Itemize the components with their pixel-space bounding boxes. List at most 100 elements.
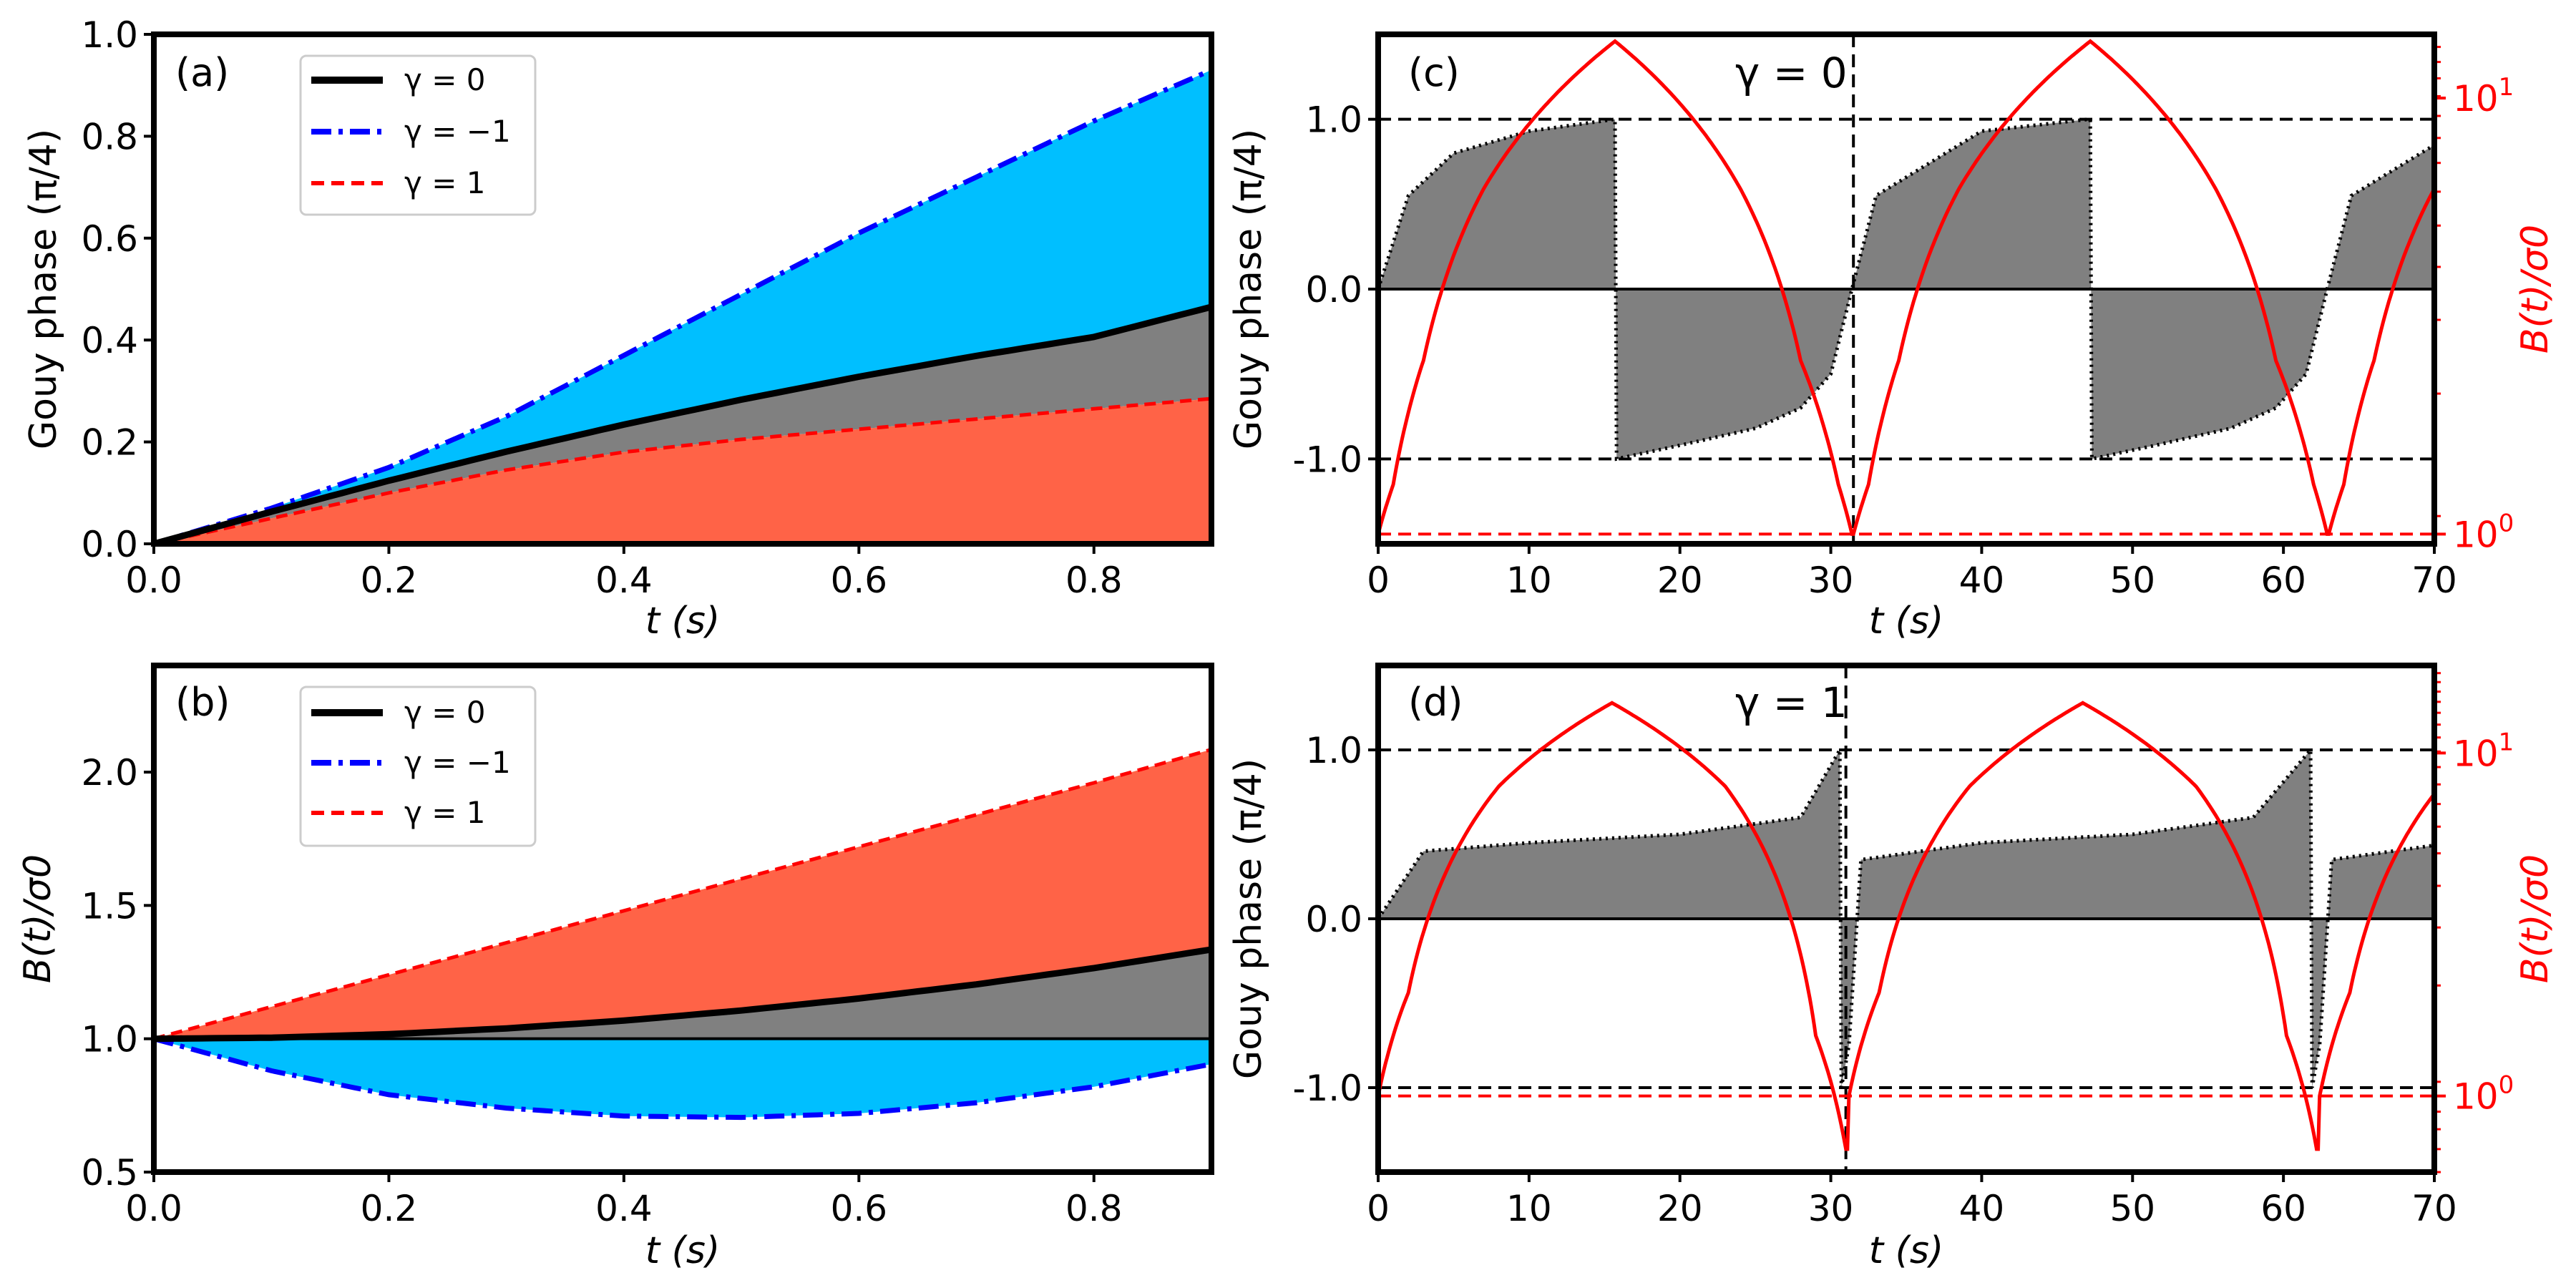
panel-a-xtick-label: 0.0 — [125, 560, 182, 601]
panel-a-line-gamma1 — [153, 396, 1212, 546]
panel-a-xtick-label: 0.6 — [831, 560, 888, 601]
panel-c-annotation: γ = 0 — [1735, 49, 1848, 97]
panel-a-legend: γ = 0 γ = −1 γ = 1 — [299, 54, 537, 216]
panel-a-line-gamma0 — [152, 303, 1213, 547]
panel-b-xtick-label: 0.0 — [125, 1188, 182, 1229]
panel-a-line-gammaneg1 — [152, 67, 1213, 547]
panel-d-b-curve — [1376, 701, 2436, 1151]
panel-b-line-gamma0 — [153, 946, 1212, 1043]
panel-d-xlabel: t (s) — [1869, 1229, 1944, 1272]
panel-c-xtick-label: 40 — [1959, 560, 2005, 601]
panel-d-xtick-label: 60 — [2260, 1188, 2306, 1229]
panel-a-xlabel: t (s) — [645, 600, 721, 643]
panel-b-chart: 0.0 0.2 0.4 0.6 0.8 0.5 1.0 1.5 2.0 — [81, 747, 1212, 1229]
panel-b-ytick-label: 1.0 — [81, 1019, 138, 1060]
panel-a-ytick-label: 0.6 — [81, 218, 138, 260]
panel-b-xtick-label: 0.2 — [361, 1188, 418, 1229]
panel-d-y2tick-label: 100 — [2453, 1071, 2514, 1118]
panel-d-xtick-label: 0 — [1367, 1188, 1390, 1229]
panel-c-xtick-label: 0 — [1367, 560, 1390, 601]
panel-b-xtick-label: 0.8 — [1065, 1188, 1123, 1229]
panel-b-line-gammaneg1 — [153, 1036, 1212, 1121]
panel-c-xtick-label: 60 — [2260, 560, 2306, 601]
panel-a-legend-box — [299, 54, 537, 216]
panel-c-y2label: B(t)/σ0 — [2514, 225, 2557, 353]
panel-d-xtick-label: 70 — [2411, 1188, 2457, 1229]
panel-b-label: (b) — [175, 680, 230, 725]
panel-a-legend-label-gamma0: γ = 0 — [404, 62, 485, 97]
panel-c-y2tick-exponent: 1 — [2499, 73, 2514, 102]
panel-d-annotation: γ = 1 — [1735, 678, 1848, 727]
panel-b-legend-label-gammaneg1: γ = −1 — [404, 745, 511, 780]
panel-d-frame-group: (d) γ = 1 t (s) Gouy phase (π/4) B(t)/σ0 — [1227, 663, 2557, 1272]
panel-a-label: (a) — [175, 50, 229, 95]
panel-a-ytick-label: 1.0 — [81, 14, 138, 56]
panel-a-frame-group: (a) t (s) Gouy phase (π/4) γ = 0 γ = −1 … — [22, 31, 1214, 643]
panel-c-frame-group: (c) γ = 0 t (s) Gouy phase (π/4) B(t)/σ0 — [1227, 31, 2557, 643]
panel-c-xtick-label: 50 — [2109, 560, 2155, 601]
panel-c-xtick-label: 70 — [2411, 560, 2457, 601]
panel-a-ytick-label: 0.4 — [81, 320, 138, 361]
panel-c-y2tick-exponent: 0 — [2499, 509, 2514, 537]
panel-a-ylabel: Gouy phase (π/4) — [22, 129, 65, 449]
panel-a-xtick-label: 0.8 — [1065, 560, 1123, 601]
panel-b-fill-gamma1 — [154, 749, 1211, 1039]
panel-a-xtick-label: 0.2 — [361, 560, 418, 601]
panel-c-gouy-line — [1376, 117, 2436, 462]
panel-c-frame — [1375, 31, 2437, 547]
panel-d-xtick-label: 30 — [1808, 1188, 1854, 1229]
panel-d-ytick-label: 0.0 — [1305, 899, 1362, 940]
panel-c-ytick-label: 1.0 — [1305, 99, 1362, 141]
panel-a-ytick-label: 0.0 — [81, 524, 138, 565]
panel-b-ytick-label: 2.0 — [81, 752, 138, 794]
panel-d-ytick-label: -1.0 — [1292, 1068, 1362, 1109]
panel-a-xtick-label: 0.4 — [595, 560, 653, 601]
panel-d-y2label: B(t)/σ0 — [2514, 854, 2557, 983]
panel-d-gouy-line — [1376, 743, 2435, 1088]
panel-d-xtick-label: 20 — [1657, 1188, 1703, 1229]
panel-c-ytick-label: 0.0 — [1305, 269, 1362, 311]
panel-a-legend-label-gammaneg1: γ = −1 — [404, 114, 511, 149]
panel-c-b-curve — [1376, 39, 2436, 536]
panel-c-xtick-label: 10 — [1506, 560, 1552, 601]
panel-a-legend-label-gamma1: γ = 1 — [404, 165, 485, 200]
panel-a-frame — [151, 31, 1214, 547]
panel-d-xtick-label: 10 — [1506, 1188, 1552, 1229]
panel-b-xtick-label: 0.4 — [595, 1188, 653, 1229]
panel-b-ylabel: B(t)/σ0 — [16, 854, 59, 983]
panel-b-line-gamma1 — [153, 747, 1212, 1041]
panel-d-xtick-label: 50 — [2109, 1188, 2155, 1229]
panel-d-y2tick-exponent: 1 — [2499, 728, 2514, 756]
panel-b-legend-label-gamma0: γ = 0 — [404, 695, 485, 730]
panel-b-xtick-label: 0.6 — [831, 1188, 888, 1229]
panel-c-label: (c) — [1408, 50, 1460, 95]
panel-b-legend: γ = 0 γ = −1 γ = 1 — [299, 686, 537, 847]
panel-a-ytick-label: 0.8 — [81, 116, 138, 157]
panel-d-ytick-label: 1.0 — [1305, 730, 1362, 771]
panel-d-y2tick-exponent: 0 — [2499, 1071, 2514, 1100]
panel-a-ytick-label: 0.2 — [81, 422, 138, 464]
panel-b-ytick-label: 0.5 — [81, 1152, 138, 1194]
panel-c-ytick-label: -1.0 — [1292, 439, 1362, 480]
panel-c-ylabel: Gouy phase (π/4) — [1227, 129, 1270, 449]
panel-d-xtick-label: 40 — [1959, 1188, 2005, 1229]
panel-b-ytick-label: 1.5 — [81, 885, 138, 927]
panel-b-frame — [151, 663, 1214, 1175]
panel-b-frame-group: (b) t (s) B(t)/σ0 γ = 0 γ = −1 γ = 1 — [16, 663, 1214, 1272]
panel-b-legend-label-gamma1: γ = 1 — [404, 795, 485, 830]
panel-d-ylabel: Gouy phase (π/4) — [1227, 758, 1270, 1079]
panel-d-label: (d) — [1408, 680, 1463, 725]
panel-c-xtick-label: 20 — [1657, 560, 1703, 601]
panel-b-legend-box — [299, 686, 537, 847]
panel-a-fill-gamma0 — [154, 306, 1211, 544]
panel-c-xtick-label: 30 — [1808, 560, 1854, 601]
panel-a-fill-gamma1 — [154, 399, 1211, 544]
panel-d-frame — [1375, 663, 2437, 1175]
panel-c-xlabel: t (s) — [1869, 600, 1944, 643]
panel-a-chart: 0.0 0.2 0.4 0.6 0.8 0.0 0.2 0.4 0.6 0.8 1.0 — [81, 14, 1213, 601]
panel-b-fill-gamma0 — [154, 949, 1211, 1039]
panel-b-xlabel: t (s) — [645, 1229, 721, 1272]
